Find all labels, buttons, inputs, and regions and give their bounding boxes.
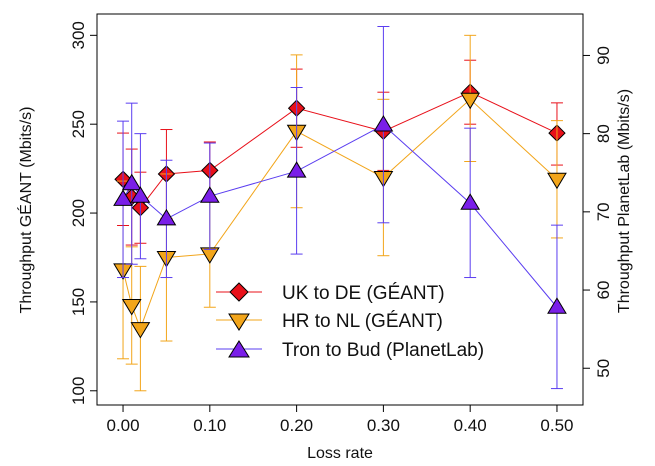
x-tick-label: 0.40: [454, 416, 487, 435]
data-point-triangle-up: [460, 193, 481, 210]
legend-marker-triangle-down: [228, 313, 250, 331]
data-point-triangle-up: [286, 161, 307, 178]
y-right-tick-label: 60: [594, 281, 613, 300]
data-point-triangle-down: [121, 298, 142, 316]
series-3: [113, 26, 567, 390]
data-point-triangle-up: [156, 208, 177, 226]
x-tick-label: 0.50: [540, 416, 573, 435]
legend: UK to DE (GÉANT) HR to NL (GÉANT) Tron t…: [216, 282, 484, 361]
y-right-tick-label: 70: [594, 202, 613, 221]
x-tick-label: 0.30: [367, 416, 400, 435]
y-axis-left-title: Throughput GÉANT (Mbits/s): [16, 107, 35, 314]
y-left-tick-label: 300: [69, 21, 88, 49]
series-layer: [113, 26, 567, 392]
legend-label-tron-bud: Tron to Bud (PlanetLab): [282, 340, 484, 361]
y-right-tick-label: 50: [594, 359, 613, 378]
data-point-triangle-up: [121, 173, 142, 191]
data-point-triangle-up: [130, 186, 151, 203]
x-tick-label: 0.20: [280, 416, 313, 435]
data-point-triangle-up: [373, 115, 394, 132]
legend-item-uk-de: UK to DE (GÉANT): [216, 282, 445, 304]
data-point-triangle-down: [460, 92, 481, 110]
x-tick-label: 0.10: [193, 416, 226, 435]
series-line: [122, 91, 558, 209]
data-point-triangle-down: [547, 172, 567, 190]
legend-item-tron-bud: Tron to Bud (PlanetLab): [216, 340, 484, 361]
series-2: [113, 34, 567, 392]
y-left-tick-label: 150: [69, 288, 88, 316]
x-tick-label: 0.00: [106, 416, 139, 435]
data-point-triangle-down: [130, 322, 151, 339]
y-left-tick-label: 200: [69, 199, 88, 227]
data-point-triangle-up: [547, 297, 567, 314]
data-point-triangle-down: [199, 247, 220, 264]
plot-frame: [96, 13, 584, 406]
legend-label-uk-de: UK to DE (GÉANT): [282, 283, 445, 304]
data-point-triangle-up: [199, 186, 220, 203]
y-axis-right-title: Throughput PlanetLab (Mbits/s): [616, 89, 633, 313]
axes-layer: 0.00 0.10 0.20 0.30 0.40 0.50 100 150 200 250 300 5…: [69, 21, 613, 435]
y-left-tick-label: 250: [69, 110, 88, 138]
series-line: [122, 124, 558, 308]
x-axis-title: Loss rate: [307, 445, 373, 462]
legend-item-hr-nl: HR to NL (GÉANT): [216, 311, 443, 332]
legend-marker-triangle-up: [228, 340, 250, 358]
data-point-triangle-up: [113, 189, 133, 206]
y-right-tick-label: 80: [594, 124, 613, 143]
y-right-tick-label: 90: [594, 46, 613, 65]
series-1: [114, 59, 566, 246]
legend-label-hr-nl: HR to NL (GÉANT): [282, 311, 443, 332]
legend-marker-diamond: [229, 282, 249, 302]
y-left-tick-label: 100: [69, 377, 88, 405]
